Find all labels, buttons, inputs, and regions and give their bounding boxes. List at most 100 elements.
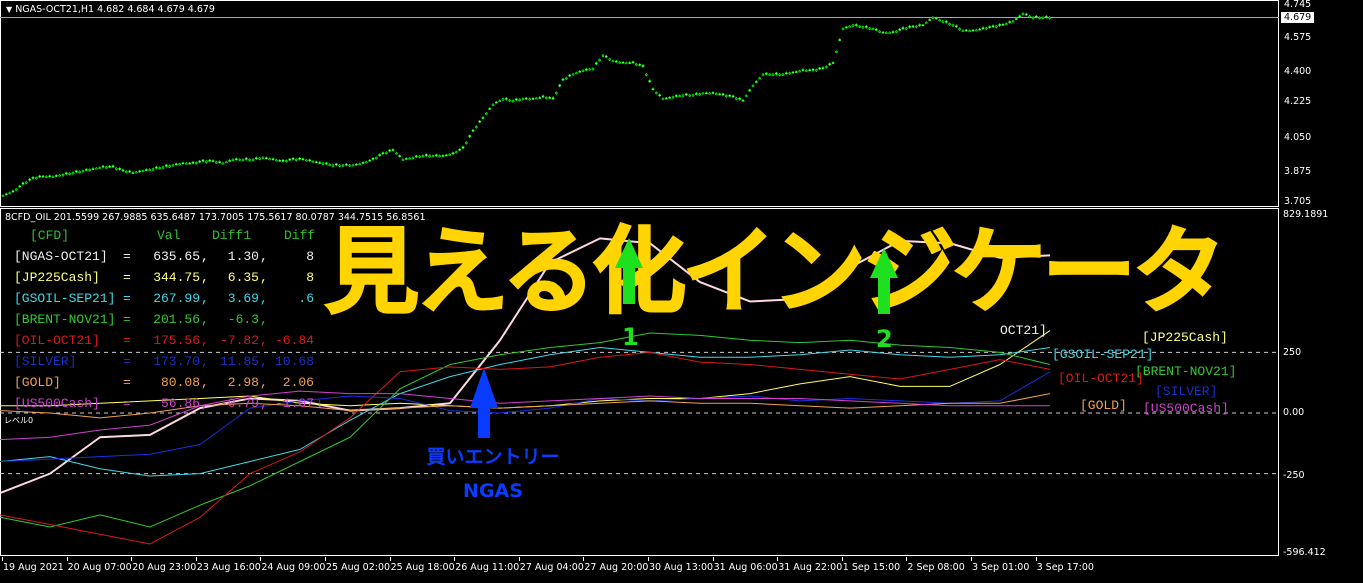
candle [398, 155, 401, 157]
candle [745, 95, 748, 97]
time-tick: 30 Aug 13:00 [649, 562, 714, 573]
comma: , [201, 312, 209, 327]
indicator-series-line [0, 393, 1051, 419]
candle [458, 149, 461, 151]
candle [991, 25, 995, 28]
candle [721, 93, 725, 96]
candle [61, 174, 65, 176]
row-val: 344.75 [153, 270, 200, 285]
equals-sign: = [123, 354, 131, 369]
comma: , [201, 396, 209, 411]
candle [705, 92, 708, 95]
candle [68, 172, 71, 175]
row-name: [GSOIL-SEP21] [14, 291, 116, 306]
time-tick: 27 Aug 20:00 [584, 562, 649, 573]
candle [728, 94, 731, 97]
indicator-title: 8CFD_OIL 201.5599 267.9885 635.6487 173.… [5, 212, 426, 223]
row-val: 80.08 [160, 375, 200, 390]
candle [828, 63, 831, 65]
candle [178, 163, 181, 166]
candle [585, 68, 588, 71]
candle [195, 162, 198, 164]
candle [1005, 23, 1008, 25]
candle [198, 160, 201, 163]
candle [71, 172, 75, 175]
time-tick: 23 Aug 16:00 [196, 562, 261, 573]
candle [568, 74, 571, 77]
up-arrow-2-icon [870, 248, 898, 314]
time-tick-mark [906, 557, 908, 561]
candle [808, 69, 811, 72]
equals-sign: = [123, 270, 131, 285]
entry-symbol: NGAS [463, 480, 523, 502]
candle [518, 99, 521, 101]
candle [771, 73, 775, 76]
time-tick: 31 Aug 06:00 [713, 562, 778, 573]
candle [225, 161, 228, 164]
candle [191, 161, 195, 164]
candle [58, 174, 61, 177]
candle [641, 65, 645, 67]
candle [868, 27, 871, 30]
candle [318, 162, 321, 164]
candle [41, 175, 45, 178]
candle [935, 17, 938, 20]
indicator-series-line [0, 332, 1051, 528]
candle [148, 169, 151, 171]
candle [918, 24, 921, 26]
candle [185, 162, 188, 165]
candle [1048, 17, 1051, 19]
candle [131, 172, 135, 174]
candle [795, 71, 798, 73]
time-tick: 26 Aug 11:00 [455, 562, 520, 573]
indicator-series-line [0, 237, 1051, 494]
candle [371, 157, 375, 160]
candle [121, 169, 125, 172]
candle [515, 98, 518, 101]
candle [1028, 15, 1031, 18]
row-diff1: -7.82 [219, 333, 259, 348]
candle [145, 169, 148, 171]
candle [528, 98, 531, 101]
candle [885, 32, 888, 34]
candle [691, 94, 695, 97]
candle [891, 31, 895, 33]
candle [981, 27, 985, 29]
candle [848, 25, 851, 28]
candle [845, 26, 848, 29]
candle [298, 157, 301, 160]
down-arrow-icon: ↓ [316, 396, 324, 411]
indicator-tick: 250 [1283, 347, 1302, 358]
candle [768, 73, 771, 76]
series-label: [GOLD] [1080, 398, 1127, 413]
candle [408, 157, 411, 160]
candle [571, 73, 575, 76]
candle [955, 25, 958, 28]
candle [601, 54, 605, 57]
candle [35, 177, 38, 180]
candle [405, 158, 408, 160]
comma: , [201, 354, 209, 369]
collapse-triangle-icon[interactable]: ▼ [6, 5, 13, 14]
candle [668, 97, 671, 99]
candle [561, 78, 565, 81]
candle [301, 158, 305, 161]
time-tick-mark [325, 557, 326, 561]
indicator-tick: 829.1891 [1283, 209, 1329, 220]
candle [255, 157, 258, 160]
indicator-tick: -596.412 [1283, 547, 1326, 558]
candle [765, 72, 768, 75]
candle [638, 64, 641, 66]
candle [251, 159, 255, 161]
candle [818, 67, 821, 70]
header-val: Val [157, 228, 181, 243]
row-diff2: .6 [298, 291, 314, 306]
indicator-panel[interactable] [0, 208, 1279, 556]
time-tick: 25 Aug 18:00 [390, 562, 455, 573]
candle [215, 161, 218, 164]
candle [208, 159, 211, 162]
candle [335, 163, 338, 166]
candle [325, 162, 328, 165]
price-chart-panel[interactable] [0, 0, 1279, 207]
equals-sign: = [123, 291, 131, 306]
